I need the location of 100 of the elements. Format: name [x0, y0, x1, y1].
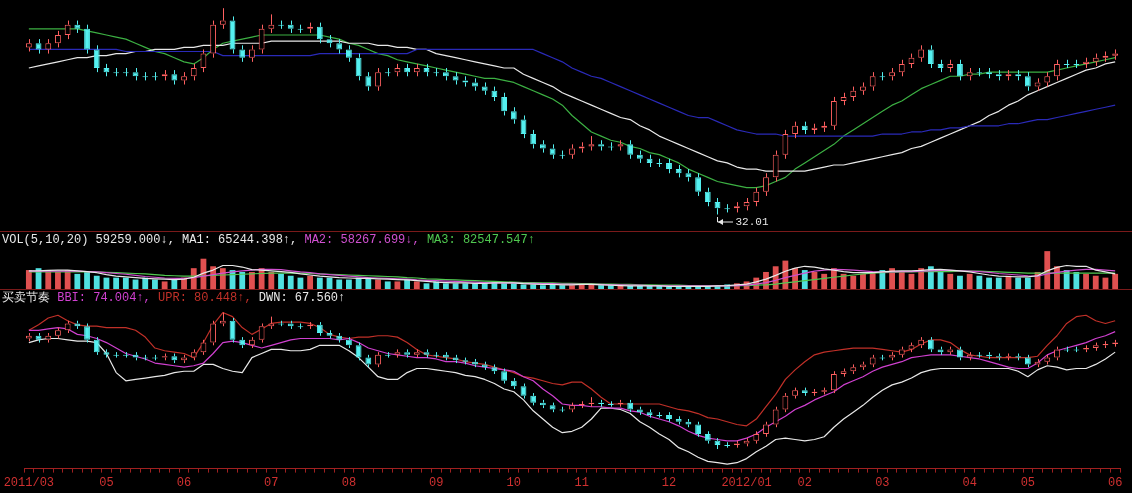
candlestick: [93, 44, 100, 73]
candlestick: [927, 336, 934, 353]
bar: [1024, 277, 1031, 289]
candlestick: [1044, 354, 1051, 365]
candlestick: [268, 13, 275, 34]
candlestick: [491, 86, 498, 102]
candlestick: [539, 139, 546, 154]
candlestick: [25, 38, 32, 53]
chart-title: VOL(5,10,20): [2, 232, 89, 248]
x-tick-label: 02: [797, 475, 812, 490]
bar: [365, 277, 372, 289]
x-tick-label: 12: [661, 475, 677, 490]
bar: [1083, 273, 1089, 289]
bar: [355, 277, 362, 289]
bar: [423, 283, 430, 289]
x-tick-label: 2012/01: [721, 475, 772, 490]
candlestick: [549, 143, 556, 160]
candlestick: [966, 351, 973, 361]
chart-title: 买卖节奏: [2, 290, 50, 306]
candlestick: [937, 346, 944, 356]
bar: [171, 279, 178, 289]
bar: [122, 277, 129, 289]
bar: [898, 271, 905, 289]
candlestick: [792, 387, 798, 400]
candlestick: [850, 86, 857, 102]
bar: [986, 277, 992, 289]
candlestick: [365, 71, 372, 92]
candlestick: [1034, 77, 1041, 92]
bar: [346, 279, 352, 289]
x-tick-label: 05: [1020, 475, 1036, 490]
bar: [161, 281, 168, 289]
candlestick: [394, 348, 401, 359]
candlestick: [326, 329, 333, 339]
x-tick-label: 07: [264, 475, 279, 490]
candlestick: [675, 164, 682, 178]
candlestick: [404, 348, 411, 359]
bar: [336, 279, 343, 289]
bar: [394, 281, 401, 289]
candlestick: [190, 348, 197, 361]
bar: [239, 271, 246, 289]
bar: [860, 273, 866, 289]
candlestick: [93, 336, 100, 356]
candlestick: [268, 316, 275, 330]
candlestick: [249, 336, 255, 349]
candlestick: [1054, 59, 1060, 81]
candlestick: [316, 22, 323, 44]
candlestick: [927, 44, 934, 69]
candlestick: [501, 92, 508, 116]
bar: [152, 279, 158, 289]
bar: [966, 273, 973, 289]
bar: [74, 273, 81, 289]
candlestick: [45, 38, 52, 55]
text: UPR: 80.448↑,: [158, 291, 252, 305]
bar: [316, 277, 323, 289]
bar: [384, 281, 391, 289]
candlestick: [675, 415, 682, 425]
candlestick: [423, 348, 430, 359]
bar: [976, 275, 983, 289]
bar: [25, 270, 32, 289]
candlestick: [889, 351, 895, 361]
bar: [268, 271, 275, 289]
candlestick: [258, 322, 265, 344]
x-tick-label: 11: [574, 475, 589, 490]
candlestick: [772, 150, 779, 182]
candlestick: [171, 352, 178, 364]
candlestick: [646, 408, 653, 419]
candlestick: [947, 346, 954, 356]
candlestick: [219, 7, 226, 30]
candlestick: [510, 377, 517, 390]
bar: [287, 275, 294, 289]
candlestick: [491, 363, 498, 375]
candlestick: [627, 139, 634, 160]
bar: [307, 275, 314, 289]
candlestick: [549, 402, 556, 413]
candlestick: [840, 368, 847, 378]
candlestick: [84, 322, 90, 344]
bar: [821, 273, 828, 289]
bar: [1092, 275, 1099, 289]
candlestick: [287, 320, 294, 330]
candlestick: [355, 53, 362, 81]
candlestick: [501, 368, 508, 385]
candlestick: [287, 20, 294, 34]
bar: [957, 275, 963, 289]
bar: [675, 286, 682, 289]
candlestick: [695, 172, 701, 197]
candlestick: [957, 59, 963, 81]
x-tick-label: 06: [176, 475, 192, 490]
candlestick: [74, 320, 81, 330]
bar: [249, 271, 255, 289]
candlestick: [210, 20, 217, 59]
bar: [142, 277, 149, 289]
candlestick: [452, 71, 459, 86]
candlestick: [375, 67, 381, 92]
candlestick: [646, 154, 653, 168]
x-tick-label: 05: [99, 475, 114, 490]
candlestick: [481, 361, 488, 371]
candlestick: [1092, 342, 1099, 352]
candlestick: [753, 430, 760, 445]
candlestick: [530, 392, 537, 406]
candlestick: [74, 20, 81, 34]
